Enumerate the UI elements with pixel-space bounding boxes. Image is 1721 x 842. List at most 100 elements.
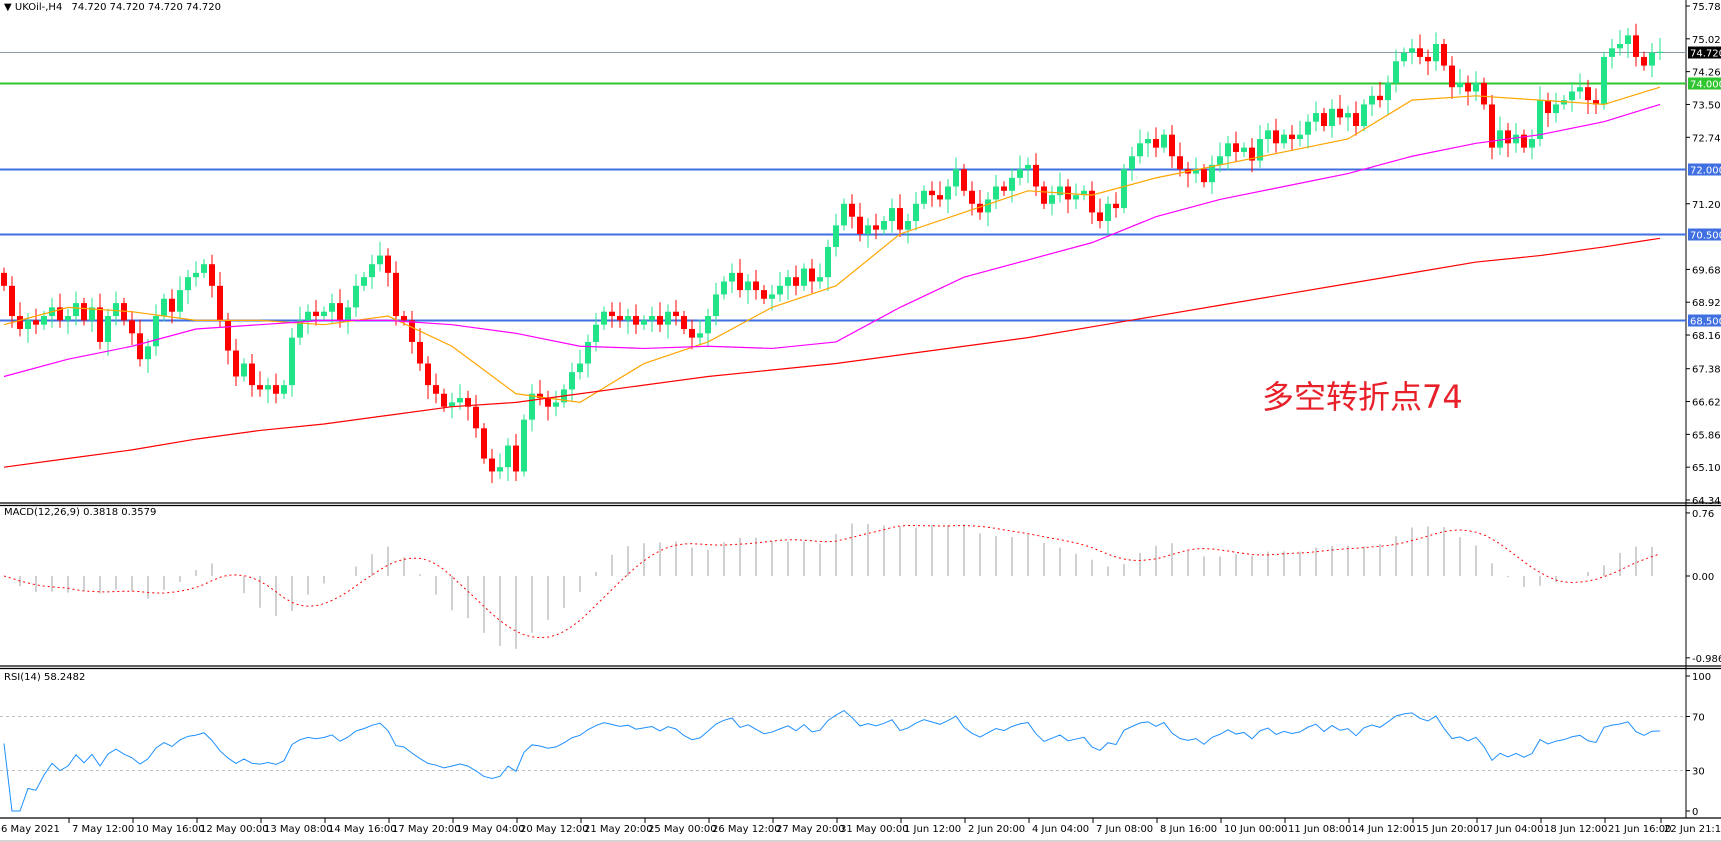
bull-candle <box>1601 56 1607 105</box>
bear-candle <box>809 268 815 282</box>
bear-candle <box>433 385 439 394</box>
bull-candle <box>369 264 375 278</box>
price-tick-label: 66.620 <box>1692 398 1721 409</box>
bear-candle <box>1 272 7 286</box>
time-tick-label: 21 May 20:00 <box>584 824 653 835</box>
bear-candle <box>1001 186 1007 191</box>
price-tick-label: 71.200 <box>1692 200 1721 211</box>
bull-candle <box>705 316 711 334</box>
time-tick-label: 7 May 12:00 <box>72 824 134 835</box>
bull-candle <box>241 363 247 377</box>
macd-tick-label: -0.9862 <box>1692 654 1721 665</box>
bear-candle <box>1489 104 1495 148</box>
bull-candle <box>945 186 951 200</box>
level-label-bg-74.000 <box>1688 77 1721 90</box>
bull-candle <box>65 316 71 321</box>
bull-candle <box>913 203 919 222</box>
bear-candle <box>401 316 407 321</box>
bull-candle <box>1017 169 1023 178</box>
time-tick-label: 8 Jun 16:00 <box>1160 824 1217 835</box>
bear-candle <box>1449 65 1455 88</box>
annotation-text: 多空转折点74 <box>1262 378 1463 416</box>
time-tick-label: 7 Jun 08:00 <box>1096 824 1153 835</box>
bear-candle <box>233 350 239 377</box>
bear-candle <box>849 203 855 217</box>
bear-candle <box>225 320 231 351</box>
bear-candle <box>1521 134 1527 148</box>
bull-candle <box>361 277 367 286</box>
bull-candle <box>993 186 999 200</box>
bull-candle <box>89 307 95 321</box>
bear-candle <box>1177 156 1183 170</box>
bull-candle <box>505 445 511 468</box>
time-tick-label: 17 Jun 04:00 <box>1480 824 1544 835</box>
bull-candle <box>841 203 847 226</box>
bull-candle <box>25 320 31 329</box>
bull-candle <box>41 316 47 325</box>
bear-candle <box>1201 169 1207 183</box>
bull-candle <box>825 246 831 278</box>
price-tick-label: 73.500 <box>1692 100 1721 111</box>
bear-candle <box>97 307 103 342</box>
bear-candle <box>1441 43 1447 66</box>
chart-header: ▼ UKOil-,H4 74.720 74.720 74.720 74.720 <box>4 2 221 13</box>
bear-candle <box>81 303 87 321</box>
time-tick-label: 14 May 16:00 <box>328 824 397 835</box>
price-tick-label: 65.860 <box>1692 430 1721 441</box>
bull-candle <box>881 221 887 230</box>
bull-candle <box>177 290 183 312</box>
bear-candle <box>257 385 263 390</box>
bear-candle <box>313 311 319 317</box>
time-tick-label: 6 May 2021 <box>1 824 60 835</box>
bull-candle <box>377 255 383 265</box>
bear-candle <box>249 363 255 386</box>
time-tick-label: 14 Jun 12:00 <box>1352 824 1416 835</box>
bull-candle <box>745 281 751 291</box>
bull-candle <box>801 268 807 286</box>
bull-candle <box>577 363 583 373</box>
bull-candle <box>1145 138 1151 144</box>
bull-candle <box>665 311 671 325</box>
bear-candle <box>545 398 551 407</box>
time-tick-label: 19 May 04:00 <box>456 824 525 835</box>
bull-candle <box>353 285 359 308</box>
bull-candle <box>553 402 559 407</box>
bear-candle <box>1033 164 1039 187</box>
bull-candle <box>321 311 327 317</box>
time-tick-label: 31 May 00:00 <box>840 824 909 835</box>
macd-label: MACD(12,26,9) <box>4 507 80 518</box>
dropdown-triangle-icon[interactable]: ▼ <box>4 2 12 13</box>
bear-candle <box>337 303 343 321</box>
bear-candle <box>929 190 935 196</box>
bull-candle <box>1257 138 1263 161</box>
level-label-72.000: 72.000 <box>1690 166 1721 177</box>
bull-candle <box>289 337 295 386</box>
time-tick-label: 10 May 16:00 <box>136 824 205 835</box>
bear-candle <box>673 311 679 317</box>
bull-candle <box>1577 87 1583 92</box>
bear-candle <box>1233 143 1239 152</box>
rsi-header: RSI(14) 58.2482 <box>4 672 85 683</box>
bull-candle <box>905 221 911 230</box>
bull-candle <box>145 346 151 360</box>
bull-candle <box>777 285 783 295</box>
bear-candle <box>1321 113 1327 127</box>
bull-candle <box>1049 195 1055 204</box>
bear-candle <box>513 445 519 472</box>
bear-candle <box>1425 56 1431 62</box>
bull-candle <box>1401 52 1407 62</box>
bull-candle <box>1393 61 1399 83</box>
bear-candle <box>657 316 663 325</box>
bear-candle <box>473 406 479 429</box>
bear-candle <box>1465 82 1471 92</box>
bull-candle <box>1553 104 1559 114</box>
bear-candle <box>57 307 63 321</box>
time-tick-label: 27 May 20:00 <box>776 824 845 835</box>
bear-candle <box>465 398 471 407</box>
bear-candle <box>873 225 879 230</box>
bull-candle <box>697 333 703 338</box>
bear-candle <box>689 328 695 338</box>
bear-candle <box>17 316 23 329</box>
bull-candle <box>953 169 959 187</box>
